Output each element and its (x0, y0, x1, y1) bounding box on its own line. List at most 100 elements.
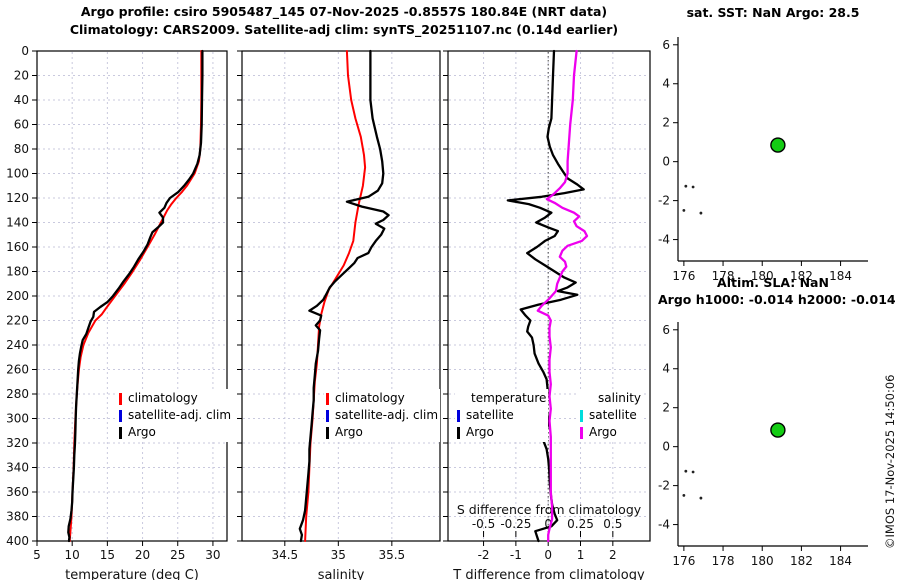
float-history-dot (691, 470, 695, 474)
legend-label: Argo (128, 425, 156, 439)
svg-text:-2: -2 (658, 479, 670, 493)
svg-text:220: 220 (6, 314, 29, 328)
svg-text:2: 2 (662, 116, 670, 130)
svg-text:160: 160 (6, 240, 29, 254)
float-history-dot (682, 208, 686, 212)
difference_profile-argo-curve (506, 49, 585, 543)
temperature_profile-panel: 0 20 40 60 80 100 120 140 160 180 200 220 240 260 280 3… (6, 44, 228, 580)
difference_profile-argo_s-curve (536, 49, 589, 543)
svg-text:240: 240 (6, 338, 29, 352)
legend-label: Argo (335, 425, 363, 439)
svg-text:380: 380 (6, 510, 29, 524)
svg-text:60: 60 (14, 118, 29, 132)
satellite-t-line-swatch (457, 409, 460, 422)
svg-text:100: 100 (6, 167, 29, 181)
argo-line-swatch (326, 426, 329, 439)
legend-label: climatology (335, 391, 405, 405)
svg-text:20: 20 (135, 548, 150, 562)
svg-text:-0.25: -0.25 (500, 517, 531, 531)
svg-text:360: 360 (6, 485, 29, 499)
legend-item-climatology: climatology (326, 390, 438, 407)
map_sst-panel: 176 178 180 182 184 -4 -2 0 2 4 6 (658, 37, 868, 283)
svg-text:80: 80 (14, 142, 29, 156)
legend-item-climatology: climatology (119, 390, 231, 407)
sla-map-title-line1: Altim. SLA: NaN (717, 275, 829, 290)
legend-item-argo: Argo (326, 424, 438, 441)
svg-text:180: 180 (6, 265, 29, 279)
svg-text:-0.5: -0.5 (472, 517, 495, 531)
svg-text:280: 280 (6, 387, 29, 401)
argo-s-line-swatch (580, 426, 583, 439)
svg-text:178: 178 (712, 269, 735, 283)
argo-position-marker (770, 137, 786, 153)
svg-text:0: 0 (544, 517, 552, 531)
legend-item-argo: Argo (457, 424, 546, 441)
sst-map-title: sat. SST: NaN Argo: 28.5 (686, 5, 860, 20)
svg-text:184: 184 (829, 269, 852, 283)
salinity_profile-argo-curve (298, 49, 390, 543)
svg-text:176: 176 (672, 554, 695, 568)
float-history-dot (684, 469, 688, 473)
legend-item-argo: Argo (580, 424, 641, 441)
svg-text:0.25: 0.25 (567, 517, 594, 531)
svg-text:35.5: 35.5 (378, 548, 405, 562)
legend-label: climatology (128, 391, 198, 405)
svg-text:200: 200 (6, 289, 29, 303)
svg-text:1: 1 (577, 548, 585, 562)
svg-text:30: 30 (205, 548, 220, 562)
imos-watermark: ©IMOS 17-Nov-2025 14:50:06 (883, 374, 897, 549)
svg-text:0: 0 (662, 155, 670, 169)
legend-temperature-panel: climatology satellite-adj. clim Argo (117, 389, 234, 442)
legend-item-satellite: satellite (580, 407, 641, 424)
svg-text:20: 20 (14, 69, 29, 83)
float-history-dot (699, 496, 703, 500)
legend-label: Argo (589, 425, 617, 439)
svg-text:5: 5 (33, 548, 41, 562)
svg-text:-2: -2 (658, 194, 670, 208)
svg-text:120: 120 (6, 191, 29, 205)
svg-text:180: 180 (751, 269, 774, 283)
svg-text:140: 140 (6, 216, 29, 230)
svg-text:-4: -4 (658, 518, 670, 532)
salinity_profile-panel: 34.5 35 35.5 salinity (237, 49, 441, 580)
legend-salinity-panel: climatology satellite-adj. clim Argo (324, 389, 441, 442)
svg-text:340: 340 (6, 461, 29, 475)
legend-item-satellite: satellite (457, 407, 546, 424)
svg-text:0: 0 (662, 440, 670, 454)
svg-text:180: 180 (751, 554, 774, 568)
svg-text:-1: -1 (510, 548, 522, 562)
svg-text:-4: -4 (658, 233, 670, 247)
satellite-s-line-swatch (580, 409, 583, 422)
legend-t-difference: temperature satellite Argo (455, 389, 549, 442)
svg-text:6: 6 (662, 38, 670, 52)
map_sla-panel: 176 178 180 182 184 -4 -2 0 2 4 6 (658, 322, 868, 568)
float-history-dot (691, 185, 695, 189)
svg-text:0: 0 (21, 44, 29, 58)
svg-text:184: 184 (829, 554, 852, 568)
satellite-clim-line-swatch (119, 409, 122, 422)
svg-text:2: 2 (662, 401, 670, 415)
legend-item-satellite-clim: satellite-adj. clim (326, 407, 438, 424)
svg-text:salinity: salinity (318, 568, 365, 580)
svg-text:40: 40 (14, 93, 29, 107)
sla-map-title-line2: Argo h1000: -0.014 h2000: -0.014 (658, 292, 896, 307)
argo-t-line-swatch (457, 426, 460, 439)
svg-text:0: 0 (544, 548, 552, 562)
legend-label: satellite-adj. clim (335, 408, 439, 422)
temperature_profile-argo-curve (67, 49, 204, 543)
legend-label: satellite (589, 408, 637, 422)
svg-text:6: 6 (662, 323, 670, 337)
climatology-line-swatch (326, 392, 329, 405)
legend-header-temperature: temperature (471, 391, 547, 405)
float-history-dot (684, 184, 688, 188)
difference_profile-panel: -2 -1 0 1 2 S difference from climatology-0.5… (443, 49, 651, 580)
svg-text:25: 25 (170, 548, 185, 562)
svg-text:400: 400 (6, 534, 29, 548)
svg-text:35: 35 (331, 548, 346, 562)
svg-text:0.5: 0.5 (603, 517, 622, 531)
svg-text:temperature (deg C): temperature (deg C) (65, 568, 199, 580)
float-history-dot (682, 493, 686, 497)
figure-title-line1: Argo profile: csiro 5905487_145 07-Nov-2… (80, 4, 608, 19)
svg-text:4: 4 (662, 77, 670, 91)
